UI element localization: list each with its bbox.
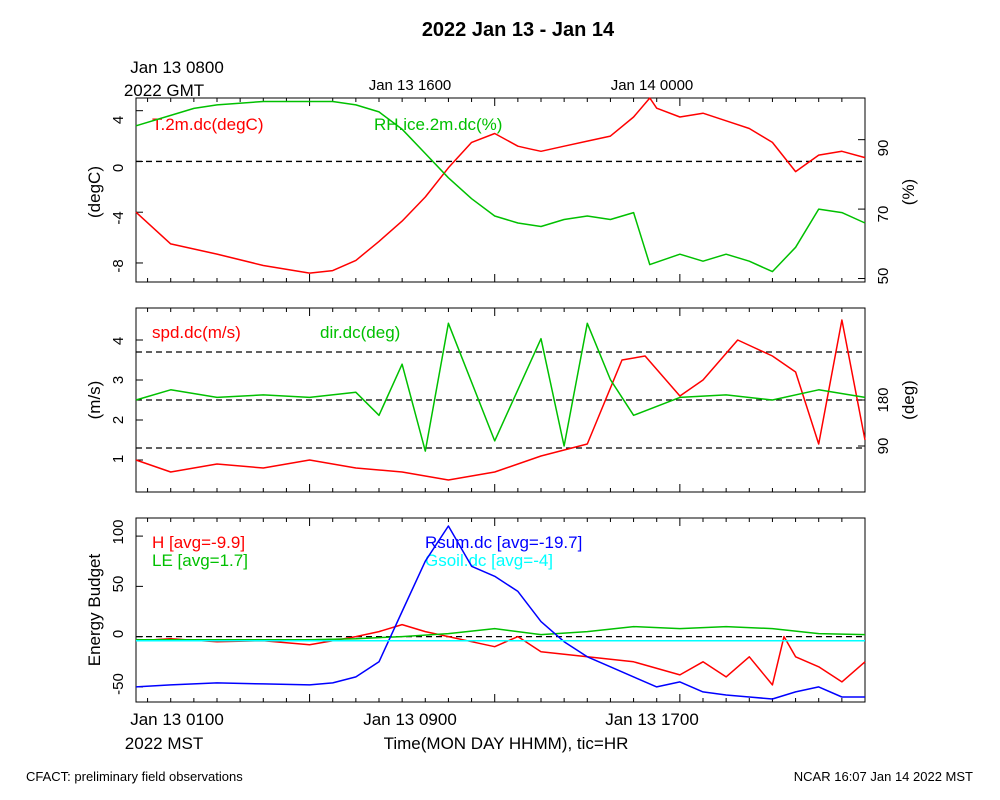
series-line-rsum-dc: [135, 525, 865, 700]
legend-gsoil: Gsoil.dc [avg=-4]: [425, 551, 553, 570]
bottom-axis-sublabel: 2022 MST: [125, 734, 203, 753]
p3-left-tick-1: 100: [110, 519, 127, 544]
p2-left-tick-2: 3: [110, 376, 127, 384]
panel-3-frame: [135, 517, 866, 703]
p3-left-axis-label: Energy Budget: [85, 553, 104, 666]
top-tick-label-1: Jan 13 1600: [369, 77, 452, 94]
bottom-tick-label-2: Jan 13 0900: [363, 710, 457, 729]
p1-left-axis-label: (degC): [85, 166, 104, 218]
legend-le: LE [avg=1.7]: [152, 551, 248, 570]
p1-left-tick-3: -4: [110, 211, 127, 224]
bottom-tick-label-3: Jan 13 1700: [605, 710, 699, 729]
figure-title: 2022 Jan 13 - Jan 14: [422, 19, 615, 41]
p3-left-tick-4: -50: [110, 673, 127, 695]
plot-layer: [135, 97, 866, 702]
series-line-le: [136, 625, 866, 641]
legend-temperature: T.2m.dc(degC): [152, 115, 263, 134]
legend-rsum: Rsum.dc [avg=-19.7]: [425, 533, 582, 552]
series-line-spd-dc-m-s-: [135, 319, 866, 481]
series-line-rh-ice-2m-dc-: [135, 100, 866, 273]
panel-1-frame: [135, 97, 866, 283]
p1-right-axis-label: (%): [899, 179, 918, 205]
p2-left-tick-1: 4: [110, 337, 127, 345]
legend-wind-speed: spd.dc(m/s): [152, 323, 241, 342]
p3-left-tick-3: 0: [110, 630, 127, 638]
top-axis-label-1: Jan 13 0800: [130, 58, 224, 77]
p2-right-axis-label: (deg): [899, 380, 918, 420]
legend-h: H [avg=-9.9]: [152, 533, 245, 552]
legend-rh: RH.ice.2m.dc(%): [374, 115, 502, 134]
p1-right-tick-2: 70: [875, 206, 892, 223]
p1-left-tick-4: -8: [110, 259, 127, 272]
p2-left-tick-4: 1: [110, 455, 127, 463]
top-axis-label-2: 2022 GMT: [124, 81, 204, 100]
p1-left-tick-1: 4: [110, 116, 127, 124]
p3-left-tick-2: 50: [110, 576, 127, 593]
footer-left: CFACT: preliminary field observations: [26, 769, 243, 784]
p2-left-tick-3: 2: [110, 416, 127, 424]
bottom-tick-label-1: Jan 13 0100: [130, 710, 224, 729]
series-line-dir-dc-deg-: [135, 322, 866, 452]
legend-wind-direction: dir.dc(deg): [320, 323, 400, 342]
series-line-t-2m-dc-degc-: [135, 97, 866, 274]
p1-right-tick-1: 90: [875, 140, 892, 157]
p1-left-tick-2: 0: [110, 164, 127, 172]
p2-left-axis-label: (m/s): [85, 381, 104, 420]
top-tick-label-2: Jan 14 0000: [611, 77, 694, 94]
x-axis-title: Time(MON DAY HHMM), tic=HR: [384, 734, 629, 753]
series-line-h: [135, 623, 866, 686]
footer-right: NCAR 16:07 Jan 14 2022 MST: [794, 769, 973, 784]
p2-right-tick-1: 180: [875, 387, 892, 412]
p2-right-tick-2: 90: [875, 438, 892, 455]
p1-right-tick-3: 50: [875, 268, 892, 285]
